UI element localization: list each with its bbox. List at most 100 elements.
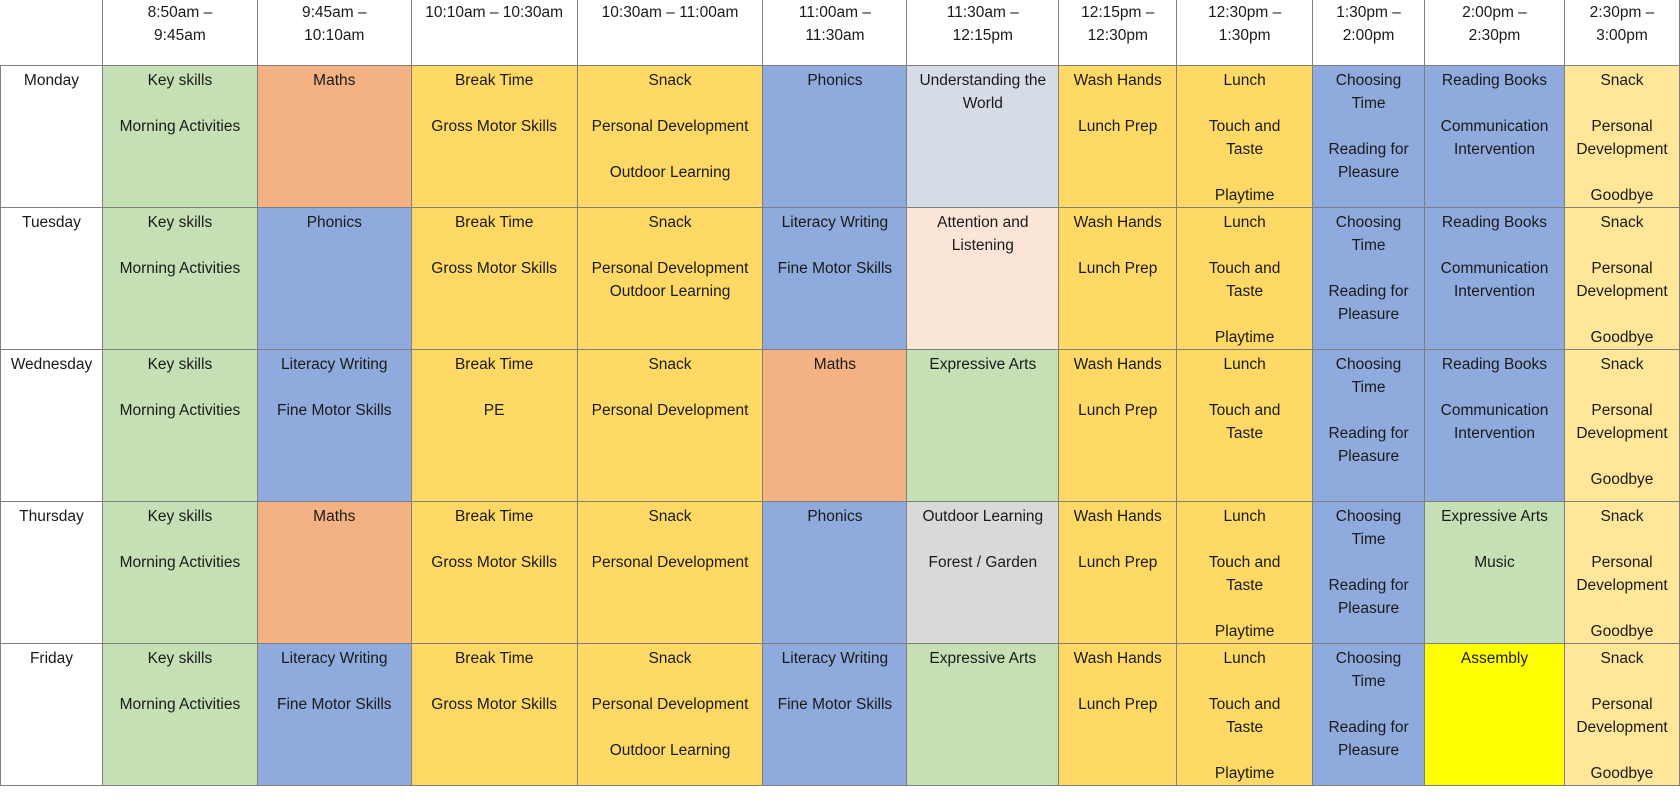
corner-cell bbox=[0, 0, 103, 66]
lesson-text: Reading for bbox=[1328, 719, 1409, 736]
spacer bbox=[1060, 670, 1176, 693]
lesson-text: Time bbox=[1351, 531, 1386, 548]
lesson-text: Time bbox=[1351, 95, 1386, 112]
lesson-cell: Choosing Time Reading for Pleasure bbox=[1312, 207, 1426, 350]
lesson-text: PE bbox=[483, 402, 505, 419]
lesson-cell: Outdoor Learning Forest / Garden bbox=[906, 501, 1060, 644]
time-slot-label: 2:30pm – bbox=[1589, 4, 1655, 21]
spacer bbox=[1314, 399, 1424, 422]
spacer bbox=[1426, 376, 1564, 399]
spacer bbox=[1060, 528, 1176, 551]
lesson-text: Understanding the bbox=[919, 72, 1047, 89]
spacer bbox=[1565, 303, 1678, 326]
spacer bbox=[1060, 92, 1176, 115]
lesson-text: Choosing bbox=[1335, 356, 1402, 373]
lesson-text: Development bbox=[1576, 719, 1668, 736]
time-slot-header: 2:30pm – 3:00pm bbox=[1563, 0, 1680, 66]
lesson-cell: Key skills Morning Activities bbox=[101, 643, 258, 786]
spacer bbox=[1565, 528, 1678, 551]
lesson-cell: Key skills Morning Activities bbox=[101, 207, 258, 350]
time-slot-label: 10:10am bbox=[304, 27, 365, 44]
lesson-text: Snack bbox=[1600, 508, 1644, 525]
lesson-text: Intervention bbox=[1453, 283, 1535, 300]
lesson-text: Playtime bbox=[1214, 623, 1275, 640]
lesson-cell: Key skills Morning Activities bbox=[101, 65, 258, 208]
lesson-text: Playtime bbox=[1214, 187, 1275, 204]
lesson-text: Reading for bbox=[1328, 425, 1409, 442]
spacer bbox=[764, 670, 906, 693]
lesson-text: Wash Hands bbox=[1073, 72, 1162, 89]
day-row: Friday Key skills Morning Activities Litera… bbox=[0, 643, 1680, 786]
spacer bbox=[1178, 597, 1312, 620]
lesson-text: Personal bbox=[1591, 402, 1653, 419]
lesson-text: Morning Activities bbox=[119, 118, 241, 135]
time-slot-header: 11:00am – 11:30am bbox=[762, 0, 908, 66]
lesson-text: Time bbox=[1351, 379, 1386, 396]
day-label: Tuesday bbox=[0, 207, 103, 350]
lesson-text: Snack bbox=[1600, 214, 1644, 231]
spacer bbox=[1565, 597, 1678, 620]
spacer bbox=[578, 234, 762, 257]
lesson-text: Attention and bbox=[937, 214, 1029, 231]
lesson-text: Touch and bbox=[1208, 118, 1281, 135]
lesson-cell: Wash Hands Lunch Prep bbox=[1058, 207, 1178, 350]
header-row: 8:50am – 9:45am 9:45am – 10:10am 10:10am – 1… bbox=[0, 0, 1680, 66]
lesson-text: Pleasure bbox=[1337, 164, 1400, 181]
lesson-text: Personal bbox=[1591, 118, 1653, 135]
lesson-text: Lunch Prep bbox=[1078, 118, 1158, 135]
lesson-cell: Phonics bbox=[762, 501, 908, 644]
lesson-text: Playtime bbox=[1214, 765, 1275, 782]
day-row: Thursday Key skills Morning Activities Math… bbox=[0, 501, 1680, 644]
lesson-text: Pleasure bbox=[1337, 448, 1400, 465]
lesson-cell: Expressive Arts bbox=[906, 643, 1060, 786]
lesson-text: Gross Motor Skills bbox=[431, 260, 558, 277]
lesson-text: Snack bbox=[1600, 72, 1644, 89]
lesson-cell: Break Time Gross Motor Skills bbox=[410, 643, 578, 786]
spacer bbox=[1565, 739, 1678, 762]
spacer bbox=[1178, 92, 1312, 115]
lesson-text: Time bbox=[1351, 237, 1386, 254]
lesson-text: Pleasure bbox=[1337, 600, 1400, 617]
spacer bbox=[1426, 92, 1564, 115]
lesson-cell: Break Time Gross Motor Skills bbox=[410, 501, 578, 644]
lesson-cell: Wash Hands Lunch Prep bbox=[1058, 643, 1178, 786]
lesson-text: Snack bbox=[648, 356, 692, 373]
lesson-cell: Lunch Touch and Taste Playtime bbox=[1176, 65, 1314, 208]
lesson-text: Break Time bbox=[454, 356, 534, 373]
time-slot-header: 12:30pm – 1:30pm bbox=[1176, 0, 1314, 66]
lesson-cell: Expressive Arts bbox=[906, 349, 1060, 502]
lesson-text: Playtime bbox=[1214, 329, 1275, 346]
spacer bbox=[1565, 376, 1678, 399]
lesson-cell: Lunch Touch and Taste Playtime bbox=[1176, 643, 1314, 786]
time-slot-label: 2:00pm bbox=[1342, 27, 1395, 44]
lesson-text: Outdoor Learning bbox=[922, 508, 1044, 525]
lesson-text: Choosing bbox=[1335, 650, 1402, 667]
lesson-cell: Attention and Listening bbox=[906, 207, 1060, 350]
lesson-cell: Key skills Morning Activities bbox=[101, 349, 258, 502]
spacer bbox=[103, 92, 256, 115]
lesson-text: Personal Development bbox=[591, 118, 749, 135]
lesson-text: Goodbye bbox=[1590, 765, 1654, 782]
lesson-text: Outdoor Learning bbox=[609, 164, 731, 181]
day-label: Monday bbox=[0, 65, 103, 208]
timetable-body: Monday Key skills Morning Activities Maths B… bbox=[0, 65, 1680, 786]
lesson-text: Lunch bbox=[1223, 214, 1266, 231]
lesson-text: Key skills bbox=[147, 72, 213, 89]
spacer bbox=[1565, 670, 1678, 693]
lesson-text: Literacy Writing bbox=[781, 214, 889, 231]
spacer bbox=[103, 528, 256, 551]
time-slot-header: 11:30am – 12:15pm bbox=[906, 0, 1060, 66]
time-slot-header: 1:30pm – 2:00pm bbox=[1312, 0, 1426, 66]
spacer bbox=[412, 376, 576, 399]
lesson-text: Outdoor Learning bbox=[609, 283, 731, 300]
time-slot-label: 12:30pm – bbox=[1208, 4, 1282, 21]
lesson-cell: Understanding the World bbox=[906, 65, 1060, 208]
lesson-cell: Reading Books Communication Intervention bbox=[1424, 65, 1565, 208]
spacer bbox=[412, 528, 576, 551]
spacer bbox=[578, 376, 762, 399]
lesson-cell: Wash Hands Lunch Prep bbox=[1058, 501, 1178, 644]
lesson-text: Snack bbox=[1600, 356, 1644, 373]
lesson-text: Gross Motor Skills bbox=[431, 696, 558, 713]
time-slot-label: 3:00pm bbox=[1596, 27, 1648, 44]
